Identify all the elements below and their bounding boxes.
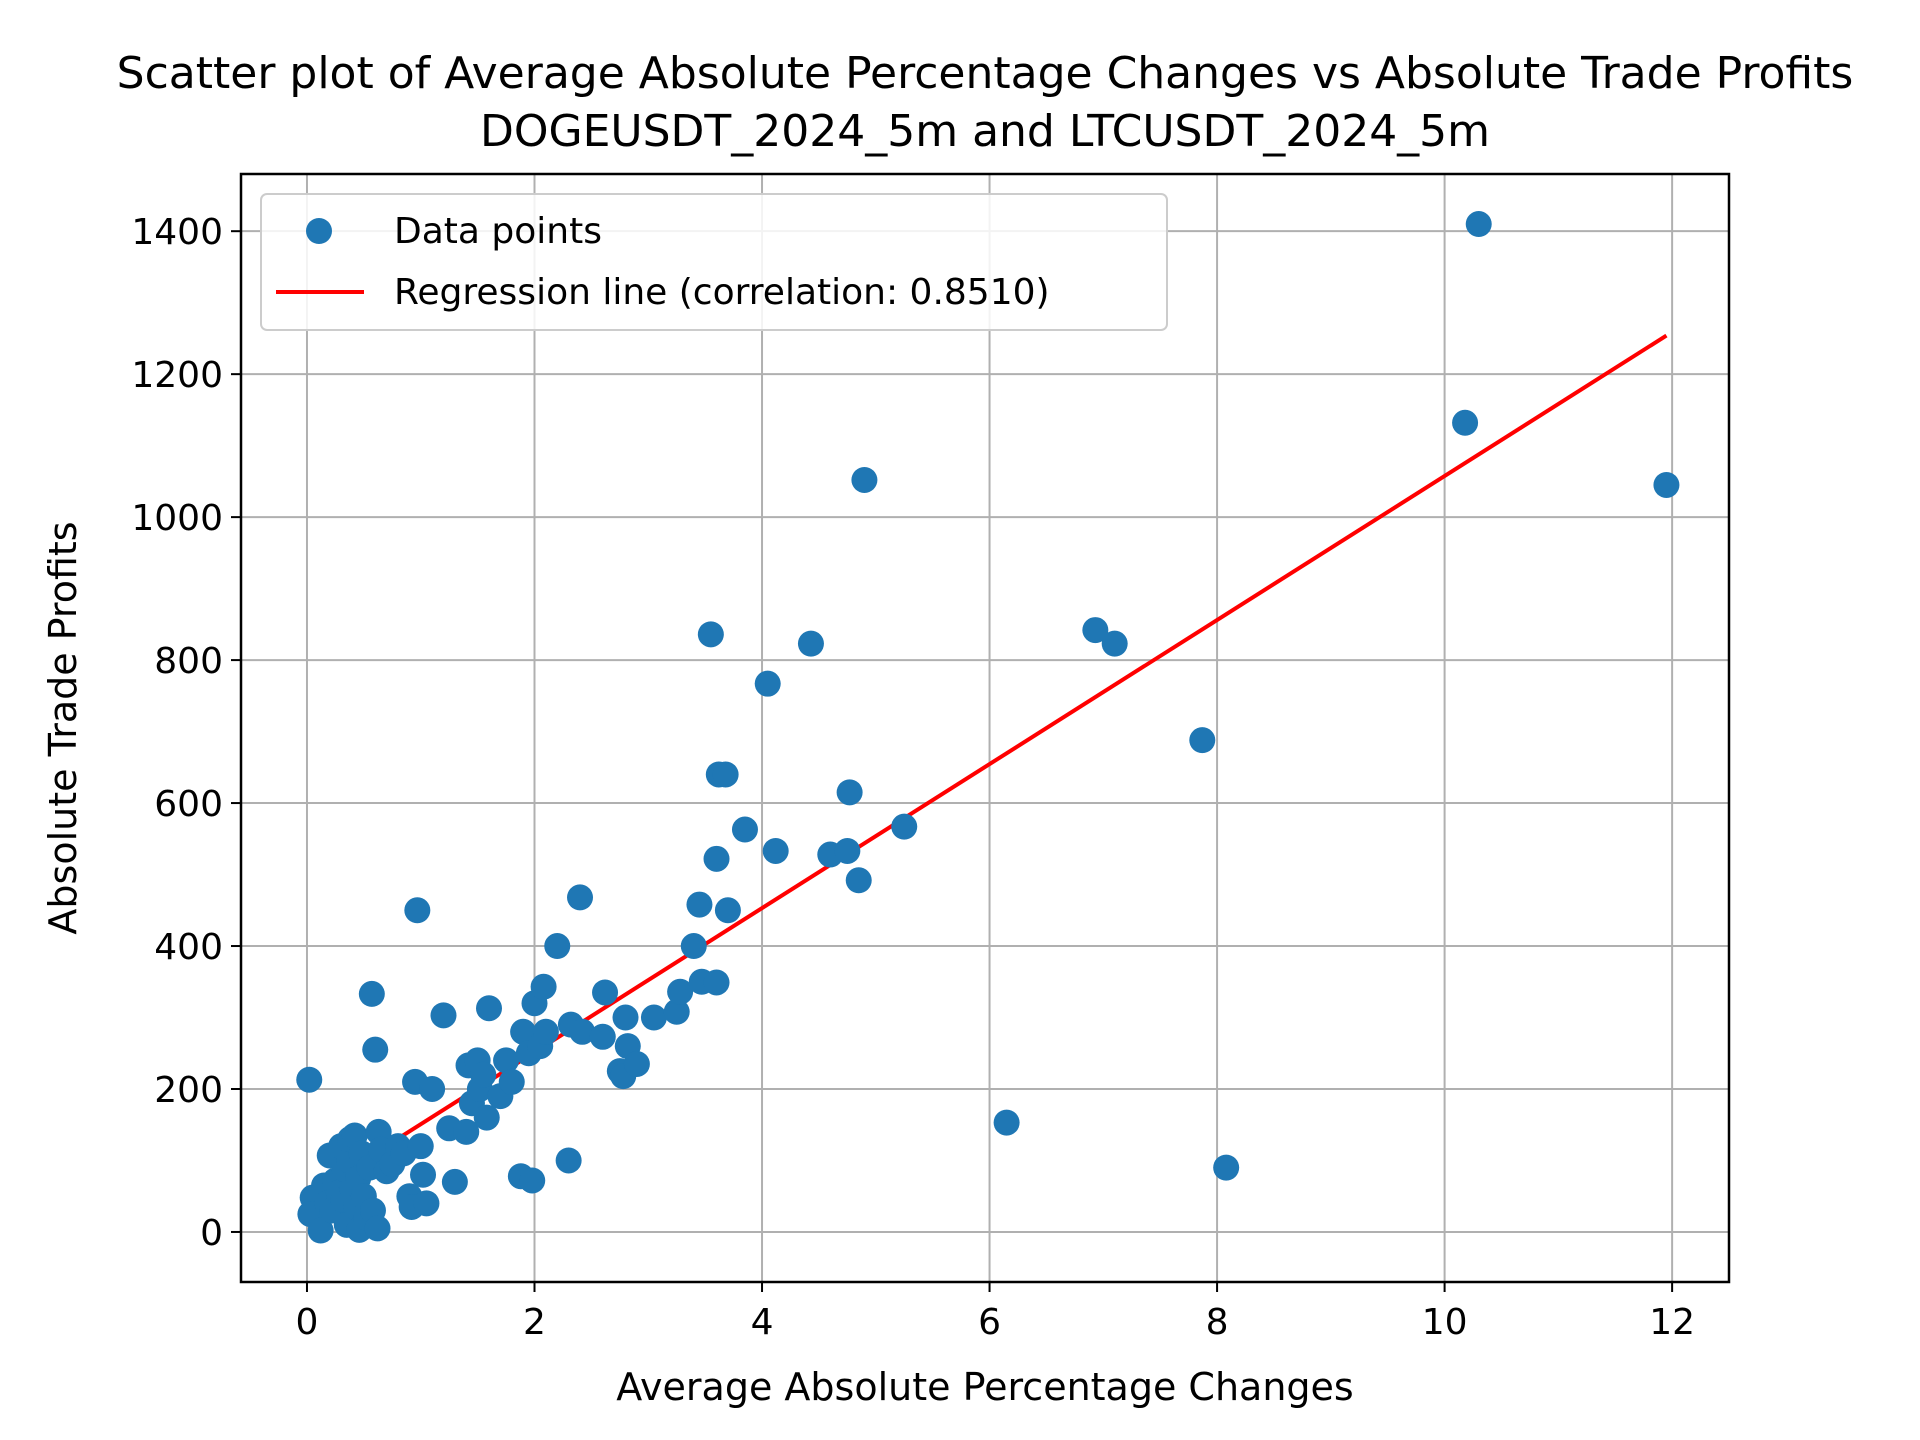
data-point — [404, 897, 431, 924]
x-tick-label: 2 — [523, 1302, 546, 1343]
x-axis-ticks: 0 2 4 6 8 10 12 — [296, 1282, 1695, 1343]
data-point — [697, 621, 724, 648]
data-point — [851, 466, 878, 493]
data-point — [498, 1068, 525, 1095]
data-point — [530, 973, 557, 1000]
data-point — [592, 979, 619, 1006]
data-point — [836, 779, 863, 806]
y-tick-label: 200 — [154, 1070, 223, 1111]
data-point — [1082, 617, 1109, 644]
grid — [241, 174, 1729, 1282]
y-axis-label: Absolute Trade Profits — [41, 521, 85, 934]
data-point — [1465, 211, 1492, 238]
data-point — [519, 1167, 546, 1194]
data-point — [441, 1168, 468, 1195]
y-tick-label: 0 — [200, 1213, 223, 1254]
y-tick-label: 1000 — [131, 498, 223, 539]
data-point — [623, 1050, 650, 1077]
plot-frame — [239, 172, 1731, 1284]
data-point — [453, 1118, 480, 1145]
x-tick-label: 4 — [751, 1302, 774, 1343]
data-point — [845, 867, 872, 894]
y-tick-label: 600 — [154, 784, 223, 825]
data-point — [993, 1109, 1020, 1136]
x-tick-label: 12 — [1649, 1302, 1695, 1343]
y-tick-label: 800 — [154, 641, 223, 682]
y-axis-ticks: 0 200 400 600 800 1000 1200 1400 — [131, 212, 241, 1254]
legend-label-data-points: Data points — [394, 211, 602, 252]
data-point — [1653, 471, 1680, 498]
chart-subtitle: DOGEUSDT_2024_5m and LTCUSDT_2024_5m — [480, 106, 1490, 157]
x-tick-label: 8 — [1206, 1302, 1229, 1343]
data-point — [410, 1161, 437, 1188]
data-point — [544, 933, 571, 960]
data-point — [797, 630, 824, 657]
data-point — [686, 891, 713, 918]
data-point — [413, 1190, 440, 1217]
data-point — [430, 1002, 457, 1029]
data-point — [667, 978, 694, 1005]
data-points — [296, 211, 1680, 1244]
data-point — [470, 1061, 497, 1088]
data-point — [703, 969, 730, 996]
data-point — [307, 1217, 334, 1244]
data-point — [532, 1018, 559, 1045]
data-point — [555, 1147, 582, 1174]
data-point — [510, 1018, 537, 1045]
x-axis-label: Average Absolute Percentage Changes — [616, 1365, 1353, 1409]
data-point — [640, 1004, 667, 1031]
legend: Data points Regression line (correlation… — [260, 193, 1168, 331]
legend-label-regression: Regression line (correlation: 0.8510) — [394, 272, 1050, 313]
data-point — [296, 1066, 323, 1093]
data-point — [714, 897, 741, 924]
data-point — [407, 1133, 434, 1160]
y-tick-label: 1400 — [131, 212, 223, 253]
x-tick-label: 10 — [1422, 1302, 1468, 1343]
data-point — [680, 933, 707, 960]
data-point — [358, 980, 385, 1007]
data-point — [362, 1036, 389, 1063]
data-point — [762, 837, 789, 864]
x-tick-label: 6 — [978, 1302, 1001, 1343]
data-point — [1101, 630, 1128, 657]
data-point — [419, 1075, 446, 1102]
y-tick-label: 400 — [154, 927, 223, 968]
data-point — [589, 1023, 616, 1050]
data-point — [703, 845, 730, 872]
data-point — [834, 837, 861, 864]
chart-title: Scatter plot of Average Absolute Percent… — [117, 48, 1854, 99]
legend-scatter-marker — [306, 218, 332, 244]
data-point — [663, 998, 690, 1025]
data-point — [476, 995, 502, 1022]
data-point — [473, 1104, 500, 1131]
data-point — [569, 1018, 596, 1045]
data-point — [754, 670, 781, 697]
data-point — [567, 884, 594, 911]
y-tick-label: 1200 — [131, 355, 223, 396]
data-point — [364, 1215, 391, 1242]
data-point — [891, 813, 918, 840]
data-point — [1189, 727, 1216, 754]
data-point — [612, 1004, 639, 1031]
data-point — [493, 1047, 520, 1074]
data-point — [1452, 409, 1479, 436]
data-point — [712, 761, 739, 788]
data-point — [731, 816, 758, 843]
legend-box — [260, 193, 1168, 331]
x-tick-label: 0 — [296, 1302, 319, 1343]
data-point — [1213, 1154, 1240, 1181]
